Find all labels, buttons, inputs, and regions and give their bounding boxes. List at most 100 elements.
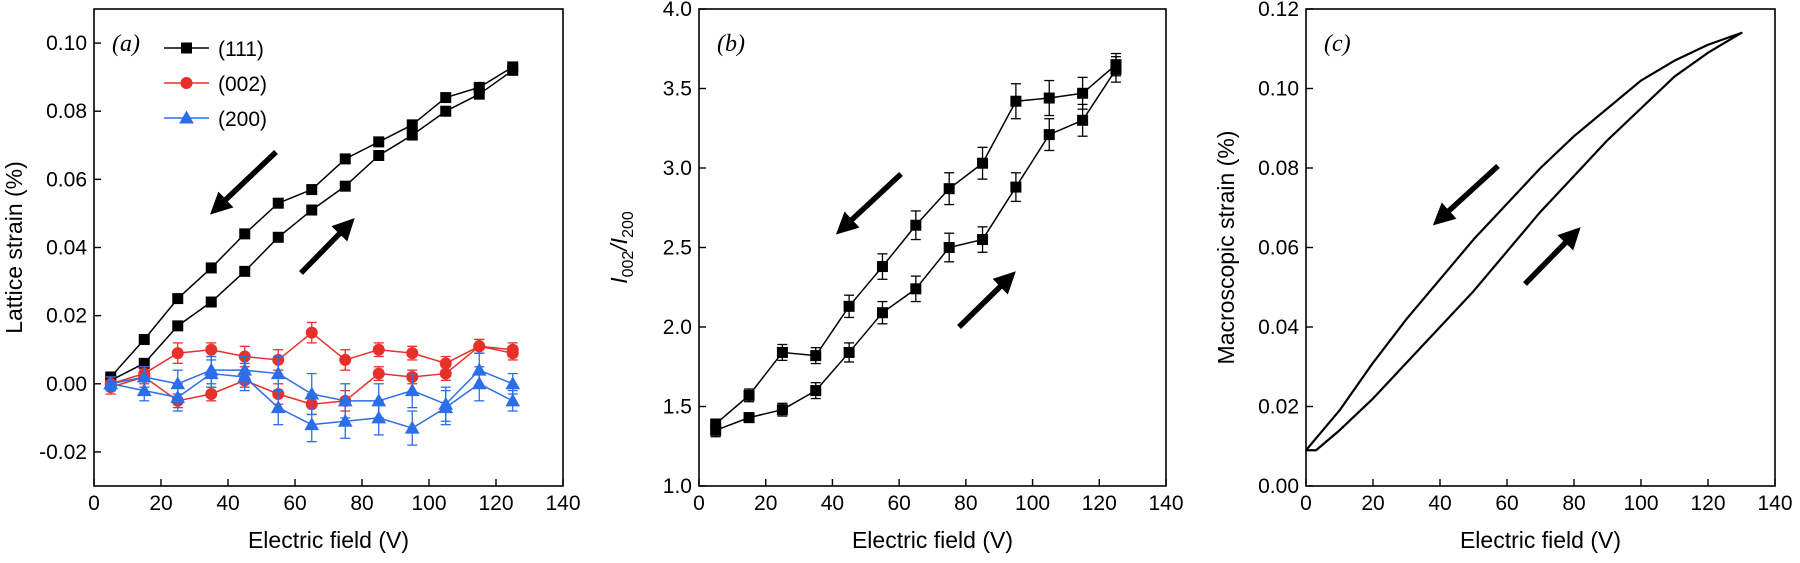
marker: [810, 350, 822, 362]
y-tick-label: 0.02: [46, 305, 87, 328]
y-tick-label: 0.04: [46, 237, 87, 260]
marker: [439, 367, 452, 380]
marker: [371, 393, 387, 407]
marker: [977, 157, 989, 169]
x-tick-label: 100: [1015, 492, 1050, 515]
marker: [943, 242, 955, 253]
x-tick-label: 20: [1361, 492, 1384, 515]
arrow: [835, 171, 903, 235]
arrow: [1523, 227, 1581, 286]
y-tick-label: 2.0: [663, 316, 692, 339]
series-line: [1305, 31, 1743, 452]
x-tick-label: 100: [1623, 492, 1658, 515]
x-tick-label: 20: [149, 492, 172, 515]
marker: [404, 383, 420, 397]
marker: [471, 362, 487, 376]
y-axis-label: I002/I200: [606, 211, 637, 284]
marker: [373, 136, 385, 148]
y-tick-label: -0.02: [39, 441, 87, 464]
y-tick-label: 0.06: [1258, 237, 1299, 260]
x-tick-label: 140: [1148, 492, 1183, 515]
y-tick-label: 0.00: [1258, 475, 1299, 498]
marker: [471, 376, 487, 390]
marker: [406, 347, 419, 360]
marker: [843, 300, 855, 312]
x-tick-label: 60: [1495, 492, 1518, 515]
marker: [337, 393, 353, 407]
x-tick-label: 100: [411, 492, 446, 515]
y-tick-label: 0.08: [46, 100, 87, 123]
marker: [304, 417, 320, 431]
marker: [943, 183, 955, 195]
marker: [438, 396, 454, 410]
marker: [305, 326, 318, 339]
marker: [440, 92, 452, 104]
y-tick-label: 0.06: [46, 168, 87, 191]
marker: [776, 346, 788, 358]
marker: [304, 386, 320, 400]
marker: [440, 105, 452, 117]
marker: [876, 307, 888, 319]
marker: [339, 180, 351, 192]
y-tick-label: 3.0: [663, 157, 692, 180]
marker: [239, 265, 251, 277]
legend-marker: [179, 110, 194, 124]
marker: [337, 413, 353, 427]
marker: [270, 366, 286, 380]
marker: [237, 369, 253, 383]
x-tick-label: 60: [887, 492, 910, 515]
marker: [473, 81, 485, 93]
y-axis-label: Macroscopic strain (%): [1213, 131, 1239, 365]
arrow: [957, 271, 1016, 329]
series-line: [715, 63, 1117, 432]
y-tick-label: 3.5: [663, 78, 692, 101]
marker: [205, 262, 217, 274]
marker: [205, 296, 217, 308]
marker: [237, 362, 253, 376]
marker: [710, 418, 722, 430]
panel-label: (a): [112, 31, 140, 57]
marker: [876, 261, 888, 273]
marker: [505, 393, 521, 407]
y-tick-label: 0.08: [1258, 157, 1299, 180]
x-tick-label: 0: [88, 492, 100, 515]
plot-frame: [1305, 8, 1776, 487]
x-axis-label: Electric field (V): [248, 527, 409, 553]
marker: [372, 367, 385, 380]
marker: [136, 383, 152, 397]
y-tick-label: 0.10: [46, 32, 87, 55]
marker: [810, 385, 822, 397]
x-tick-label: 80: [350, 492, 373, 515]
x-tick-label: 80: [954, 492, 977, 515]
legend-marker: [180, 77, 193, 89]
marker: [205, 343, 218, 356]
x-tick-label: 40: [216, 492, 239, 515]
x-tick-label: 40: [821, 492, 844, 515]
marker: [171, 347, 184, 360]
marker: [910, 219, 922, 231]
legend-marker: [181, 42, 192, 54]
x-axis-label: Electric field (V): [852, 527, 1013, 553]
marker: [138, 333, 150, 345]
marker: [272, 231, 284, 243]
marker: [743, 389, 755, 401]
x-tick-label: 60: [283, 492, 306, 515]
legend-label: (200): [218, 108, 267, 131]
y-tick-label: 4.0: [663, 0, 692, 21]
y-axis-label: Lattice strain (%): [1, 161, 27, 334]
y-tick-label: 1.0: [663, 475, 692, 498]
y-tick-label: 1.5: [663, 396, 692, 419]
marker: [743, 412, 755, 424]
y-axis-label-part: I: [606, 277, 632, 284]
marker: [306, 184, 318, 196]
x-tick-label: 120: [478, 492, 513, 515]
y-axis-label-subscript: 200: [620, 211, 637, 238]
marker: [843, 346, 855, 358]
marker: [373, 150, 385, 162]
y-tick-label: 0.00: [46, 373, 87, 396]
arrow: [1432, 163, 1500, 226]
marker: [1043, 92, 1055, 104]
marker: [371, 410, 387, 424]
marker: [270, 400, 286, 414]
y-tick-label: 0.04: [1258, 316, 1299, 339]
